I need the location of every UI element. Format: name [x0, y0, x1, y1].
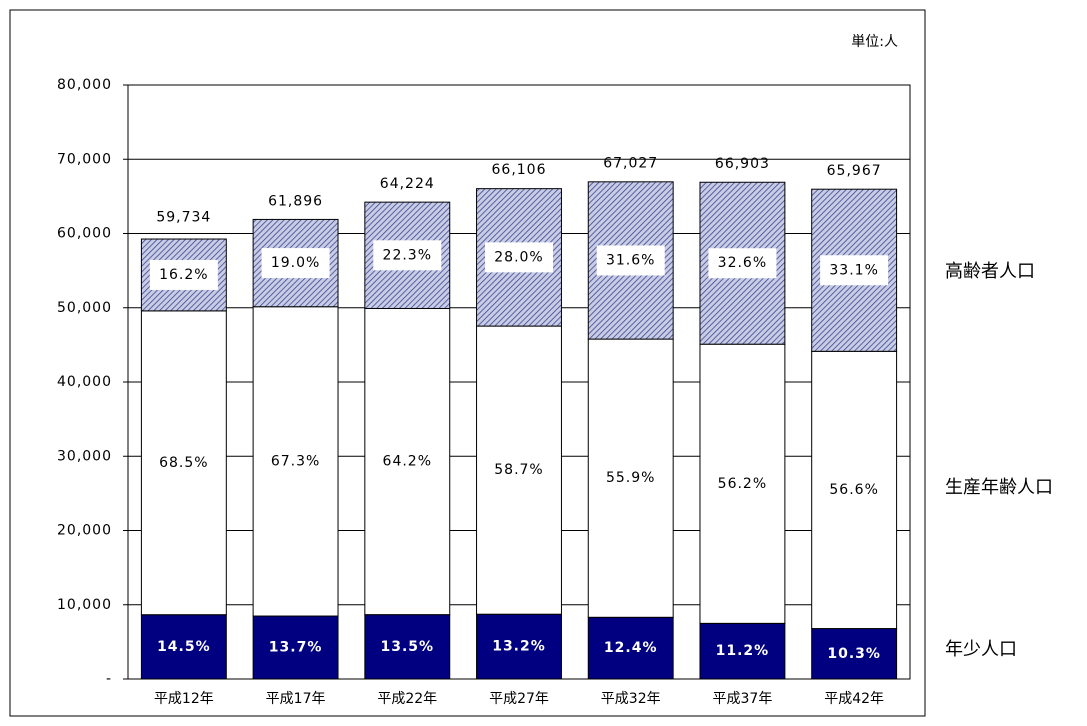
- x-tick-label: 平成17年: [266, 691, 326, 707]
- total-label: 66,106: [492, 162, 547, 178]
- bar-segment: [476, 613, 562, 680]
- y-tick-label: 30,000: [57, 448, 112, 464]
- total-label: 64,224: [380, 176, 435, 192]
- bar-segment: [699, 343, 786, 624]
- bar-segment: [252, 615, 339, 680]
- label-box: [261, 248, 330, 279]
- share-label: 33.1%: [829, 262, 878, 278]
- x-tick-label: 平成42年: [824, 691, 884, 707]
- share-label: 56.2%: [718, 476, 767, 492]
- unit-note: 単位:人: [851, 34, 898, 50]
- y-tick-label: 70,000: [57, 151, 112, 167]
- chart-frame: [9, 9, 926, 717]
- bar-segment: [140, 614, 227, 680]
- share-label: 10.3%: [827, 646, 881, 662]
- total-label: 65,967: [827, 163, 882, 179]
- share-label: 19.0%: [271, 255, 320, 271]
- x-tick-label: 平成37年: [713, 691, 773, 707]
- share-label: 58.7%: [494, 462, 543, 478]
- total-label: 66,903: [715, 156, 770, 172]
- bar-segment: [364, 307, 451, 616]
- y-tick-label: 50,000: [57, 300, 112, 316]
- share-label: 56.6%: [829, 482, 878, 498]
- share-label: 16.2%: [159, 267, 208, 283]
- total-label: 61,896: [268, 193, 323, 209]
- bar-segment: [811, 350, 898, 630]
- share-label: 68.5%: [159, 455, 208, 471]
- share-label: 13.5%: [380, 639, 434, 655]
- y-tick-label: 80,000: [57, 77, 112, 93]
- bar-segment: [252, 306, 339, 617]
- share-label: 11.2%: [716, 643, 770, 659]
- total-label: 67,027: [603, 155, 658, 171]
- share-label: 14.5%: [157, 639, 211, 655]
- y-tick-label: 10,000: [57, 597, 112, 613]
- bar-segment: [587, 616, 674, 680]
- share-label: 32.6%: [718, 255, 767, 271]
- label-box: [149, 259, 218, 290]
- bar-segment: [140, 310, 227, 616]
- share-label: 31.6%: [606, 252, 655, 268]
- bar-segment: [476, 325, 562, 615]
- x-tick-label: 平成22年: [377, 691, 437, 707]
- x-tick-label: 平成32年: [601, 691, 661, 707]
- bar-segment: [587, 338, 674, 618]
- share-label: 55.9%: [606, 470, 655, 486]
- share-label: 64.2%: [383, 454, 432, 470]
- x-tick-label: 平成27年: [489, 691, 549, 707]
- bar-segment: [699, 622, 786, 680]
- share-label: 13.7%: [269, 640, 323, 656]
- y-tick-label: 20,000: [57, 523, 112, 539]
- series-label: 生産年齢人口: [945, 477, 1053, 498]
- label-box: [373, 240, 442, 271]
- share-label: 12.4%: [604, 640, 658, 656]
- share-label: 13.2%: [492, 639, 546, 655]
- bar-segment: [364, 614, 451, 680]
- share-label: 67.3%: [271, 453, 320, 469]
- y-tick-label: 60,000: [57, 226, 112, 242]
- series-label: 高齢者人口: [945, 261, 1035, 282]
- label-box: [708, 248, 777, 279]
- series-label: 年少人口: [945, 639, 1017, 660]
- label-box: [820, 255, 889, 286]
- x-tick-label: 平成12年: [154, 691, 214, 707]
- label-box: [596, 245, 665, 276]
- share-label: 28.0%: [494, 249, 543, 265]
- y-tick-label: 40,000: [57, 374, 112, 390]
- label-box: [485, 242, 553, 273]
- share-label: 22.3%: [383, 247, 432, 263]
- y-tick-label: -: [106, 671, 112, 687]
- total-label: 59,734: [156, 209, 211, 225]
